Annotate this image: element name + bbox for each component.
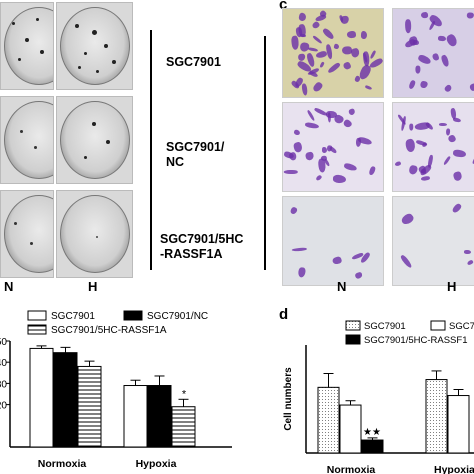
legend-swatch — [345, 320, 361, 331]
y-tick-label: 30 — [0, 379, 7, 390]
row-label-line: SGC7901/5HC — [160, 232, 244, 246]
y-tick-label: 40 — [0, 358, 7, 369]
row-label-line: NC — [166, 155, 185, 169]
row-label-line: SGC7901/ — [166, 140, 225, 154]
migrated-cell — [326, 144, 332, 151]
legend-swatch — [345, 334, 361, 345]
bar — [29, 347, 54, 448]
legend-swatch — [123, 310, 143, 321]
legend-label: SGC7901/5HC-RASSF1A — [51, 325, 167, 336]
significance-marker: ★★ — [363, 427, 381, 438]
bar — [53, 352, 78, 448]
category-label: Normoxia — [38, 458, 87, 470]
category-label: Normoxia — [327, 464, 376, 474]
category-label: Hypoxia — [136, 458, 177, 470]
y-tick-label: 50 — [0, 337, 7, 348]
col-label-c-h: H — [447, 279, 457, 294]
significance-marker: * — [182, 388, 187, 400]
migrated-cell — [437, 35, 446, 42]
row-label-nc: SGC7901/ NC — [166, 140, 224, 170]
legend-label: SGC7901/5HC-RASSF1 — [364, 335, 467, 346]
divider-right — [264, 36, 266, 270]
colony-panel — [0, 0, 150, 280]
bar — [339, 404, 362, 454]
y-axis-label: Cell numbers — [283, 367, 294, 431]
colony-dots — [0, 0, 140, 280]
dish-rassf1a-n — [0, 190, 54, 278]
dish-nc-h — [56, 96, 133, 184]
bar — [123, 385, 148, 448]
bar — [425, 379, 448, 454]
legend-swatch — [430, 320, 446, 331]
panel-letter-d: d — [279, 306, 289, 323]
col-label-n: N — [4, 279, 14, 294]
dish-nc-n — [0, 96, 54, 184]
micrograph-rassf1a-h — [392, 196, 474, 286]
legend-label: SGC7901 — [364, 321, 406, 332]
cell-number-bar-chart: Cell numbers Normoxia Hypoxia ★★ SGC7901 SGC7… — [283, 320, 474, 474]
colony-bar-chart: 20 30 40 50 Normoxia Hypoxia * SGC7901 SGC7901/N… — [0, 310, 232, 470]
bar — [147, 385, 172, 448]
dish-rassf1a-h — [56, 190, 133, 278]
legend-swatch — [27, 324, 47, 335]
migrated-cell — [464, 250, 471, 254]
migrated-cell — [415, 65, 421, 74]
divider-left — [150, 30, 152, 270]
migrated-cell — [446, 128, 450, 135]
row-label-line: SGC7901 — [166, 55, 221, 69]
bar — [317, 386, 340, 454]
micrograph-panel — [282, 8, 474, 288]
micrograph-nc-h — [392, 102, 474, 192]
legend-label: SGC7901 — [51, 311, 95, 322]
migrated-cell — [438, 122, 448, 127]
row-label-line: -RASSF1A — [160, 247, 223, 261]
migrated-cell — [326, 111, 338, 119]
row-label-rassf1a: SGC7901/5HC -RASSF1A — [160, 232, 243, 262]
col-label-c-n: N — [337, 279, 347, 294]
col-label-h: H — [88, 279, 98, 294]
bar — [77, 365, 102, 448]
category-label: Hypoxia — [434, 464, 474, 474]
bar — [447, 395, 470, 454]
legend-label: SGC7901/NC — [147, 311, 208, 322]
legend-label: SGC790 — [449, 321, 474, 332]
legend-swatch — [27, 310, 47, 321]
dish-sgc7901-n — [0, 2, 54, 90]
dish-sgc7901-h — [56, 2, 133, 90]
migrated-cell — [299, 33, 306, 38]
row-label-sgc7901: SGC7901 — [166, 55, 221, 70]
y-tick-label: 20 — [0, 401, 7, 412]
bar — [361, 439, 384, 454]
panel-letter-c: c — [279, 0, 288, 13]
migrated-cell — [420, 11, 429, 19]
bar — [171, 406, 196, 448]
migrated-cell — [284, 169, 299, 174]
